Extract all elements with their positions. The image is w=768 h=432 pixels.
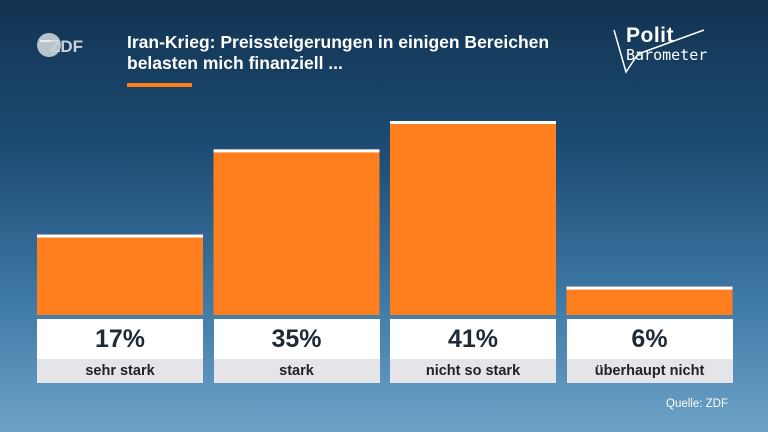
chart-title: Iran-Krieg: Preissteigerungen in einigen… <box>127 32 587 74</box>
source-note: Quelle: ZDF <box>666 398 728 410</box>
bar-1 <box>213 149 380 315</box>
title-line-2: belasten mich finanziell ... <box>127 53 343 73</box>
bar-3 <box>566 286 733 315</box>
bar-top-edge-0 <box>37 234 203 238</box>
value-label-0: 17% <box>37 319 203 359</box>
bar-0 <box>37 234 203 315</box>
value-label-2: 41% <box>390 319 556 359</box>
category-label-3: überhaupt nicht <box>566 359 733 383</box>
bar-2 <box>390 121 556 315</box>
category-label-0: sehr stark <box>37 359 203 383</box>
value-label-3: 6% <box>566 319 733 359</box>
value-label-1: 35% <box>213 319 380 359</box>
politbarometer-line2: Barometer <box>626 46 708 64</box>
category-label-1: stark <box>213 359 380 383</box>
zdf-logo: ZDF <box>36 30 88 60</box>
politbarometer-line1: Polit <box>626 24 674 47</box>
category-label-2: nicht so stark <box>390 359 556 383</box>
bar-top-edge-1 <box>213 149 380 153</box>
title-accent-bar <box>127 83 192 87</box>
title-line-1: Iran-Krieg: Preissteigerungen in einigen… <box>127 32 550 52</box>
politbarometer-logo: Polit Barometer <box>608 24 718 76</box>
bar-top-edge-2 <box>390 121 556 124</box>
zdf-logo-text: ZDF <box>50 37 83 56</box>
bar-top-edge-3 <box>566 286 733 290</box>
